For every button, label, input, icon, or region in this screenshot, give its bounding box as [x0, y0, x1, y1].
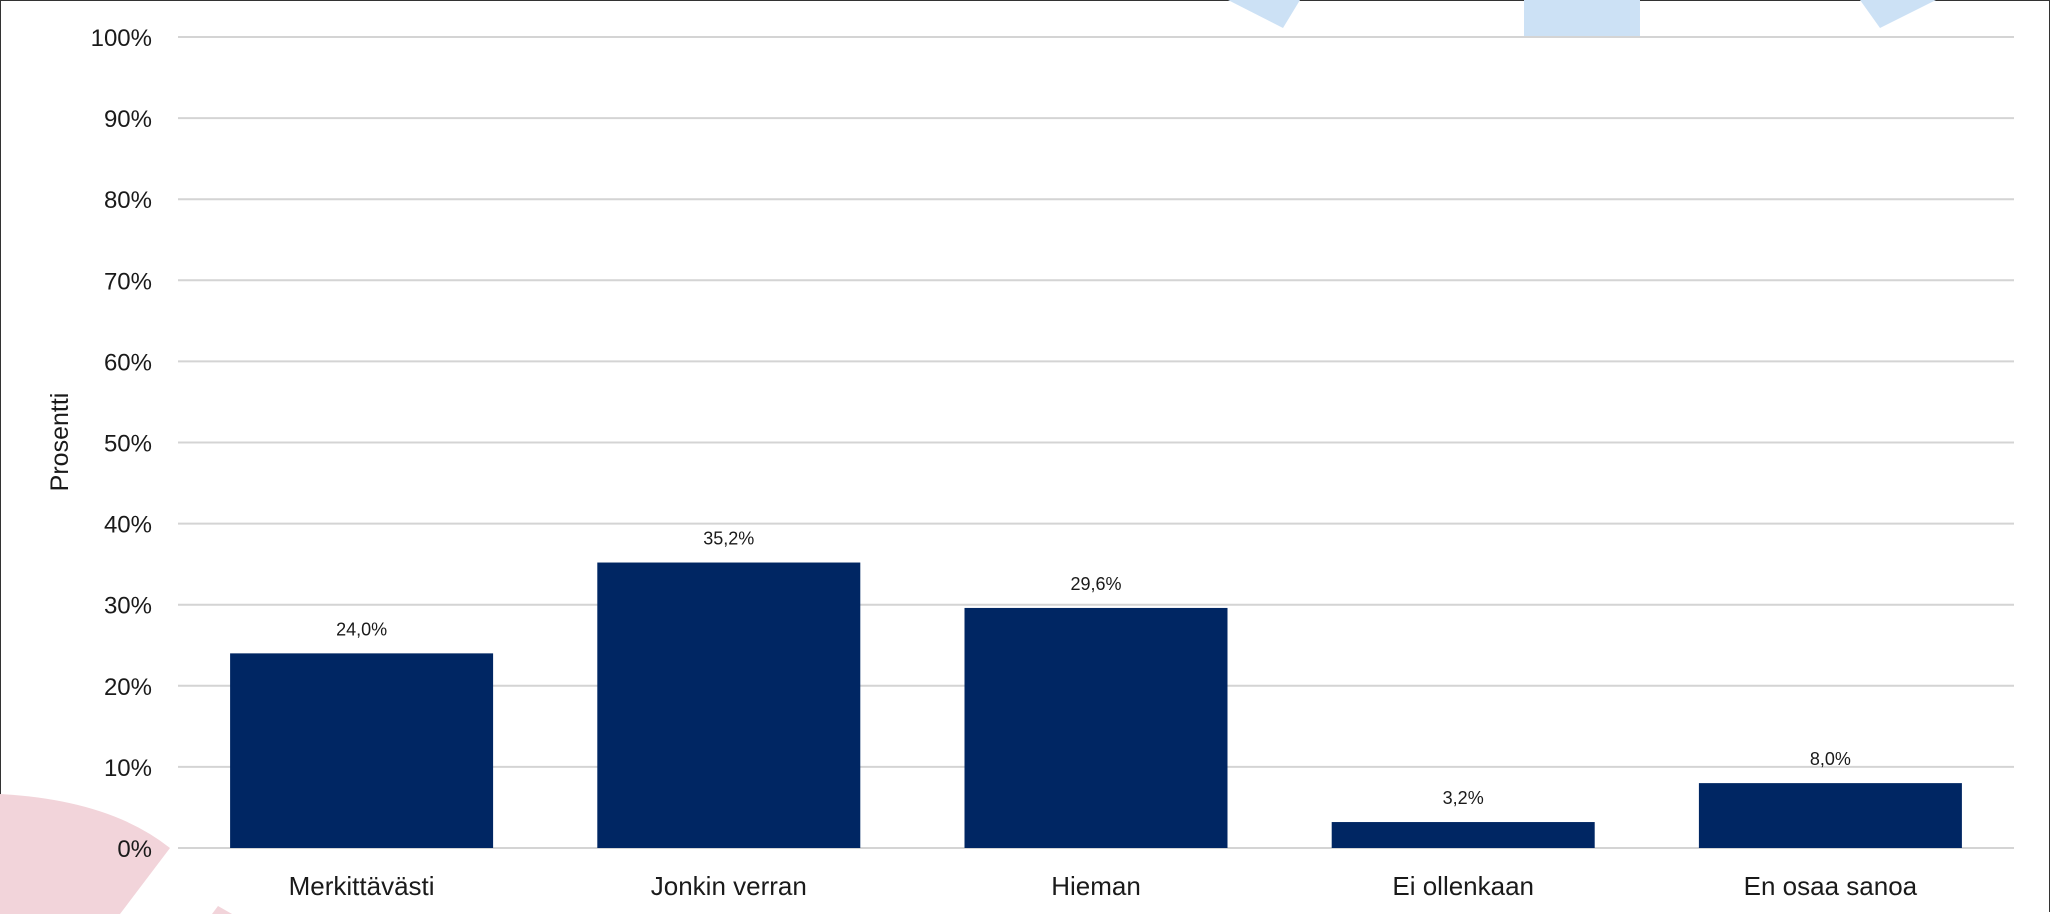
- data-label: 35,2%: [703, 529, 754, 549]
- y-tick-label: 60%: [104, 349, 152, 376]
- y-tick-label: 50%: [104, 431, 152, 458]
- watermark-blue-shape-left: [1228, 0, 1300, 28]
- y-tick-label: 10%: [104, 755, 152, 782]
- y-tick-label: 40%: [104, 512, 152, 539]
- y-axis-ticks: 0% 10% 20% 30% 40% 50% 60% 70% 80% 90% 100%: [91, 25, 152, 863]
- y-tick-label: 80%: [104, 187, 152, 214]
- y-tick-label: 90%: [104, 106, 152, 133]
- y-tick-label: 30%: [104, 593, 152, 620]
- watermark-pink-shape: [0, 794, 170, 914]
- y-tick-label: 70%: [104, 268, 152, 295]
- watermark-pink-shape-small: [212, 906, 232, 914]
- data-label: 24,0%: [336, 619, 387, 639]
- bar: [597, 562, 861, 848]
- watermark-decoration: [0, 0, 1936, 914]
- data-label: 3,2%: [1443, 788, 1484, 808]
- bar: [230, 653, 494, 848]
- x-axis-ticks: Merkittävästi Jonkin verran Hieman Ei ollen…: [289, 871, 1918, 901]
- y-axis-title: Prosentti: [46, 393, 74, 492]
- x-tick-label: Ei ollenkaan: [1392, 871, 1534, 901]
- y-tick-label: 0%: [117, 836, 152, 863]
- bar: [1331, 822, 1595, 848]
- bar: [964, 607, 1228, 848]
- y-tick-label: 100%: [91, 25, 152, 52]
- bar: [1698, 783, 1962, 848]
- x-tick-label: Merkittävästi: [289, 871, 435, 901]
- y-tick-label: 20%: [104, 674, 152, 701]
- watermark-blue-shape-right: [1860, 0, 1936, 28]
- watermark-blue-shape-center: [1524, 0, 1640, 37]
- x-tick-label: Hieman: [1051, 871, 1141, 901]
- data-label: 29,6%: [1070, 574, 1121, 594]
- data-label: 8,0%: [1810, 749, 1851, 769]
- bars: [230, 562, 1962, 848]
- data-labels: 24,0% 35,2% 29,6% 3,2% 8,0%: [336, 529, 1851, 809]
- x-tick-label: En osaa sanoa: [1744, 871, 1918, 901]
- x-tick-label: Jonkin verran: [651, 871, 807, 901]
